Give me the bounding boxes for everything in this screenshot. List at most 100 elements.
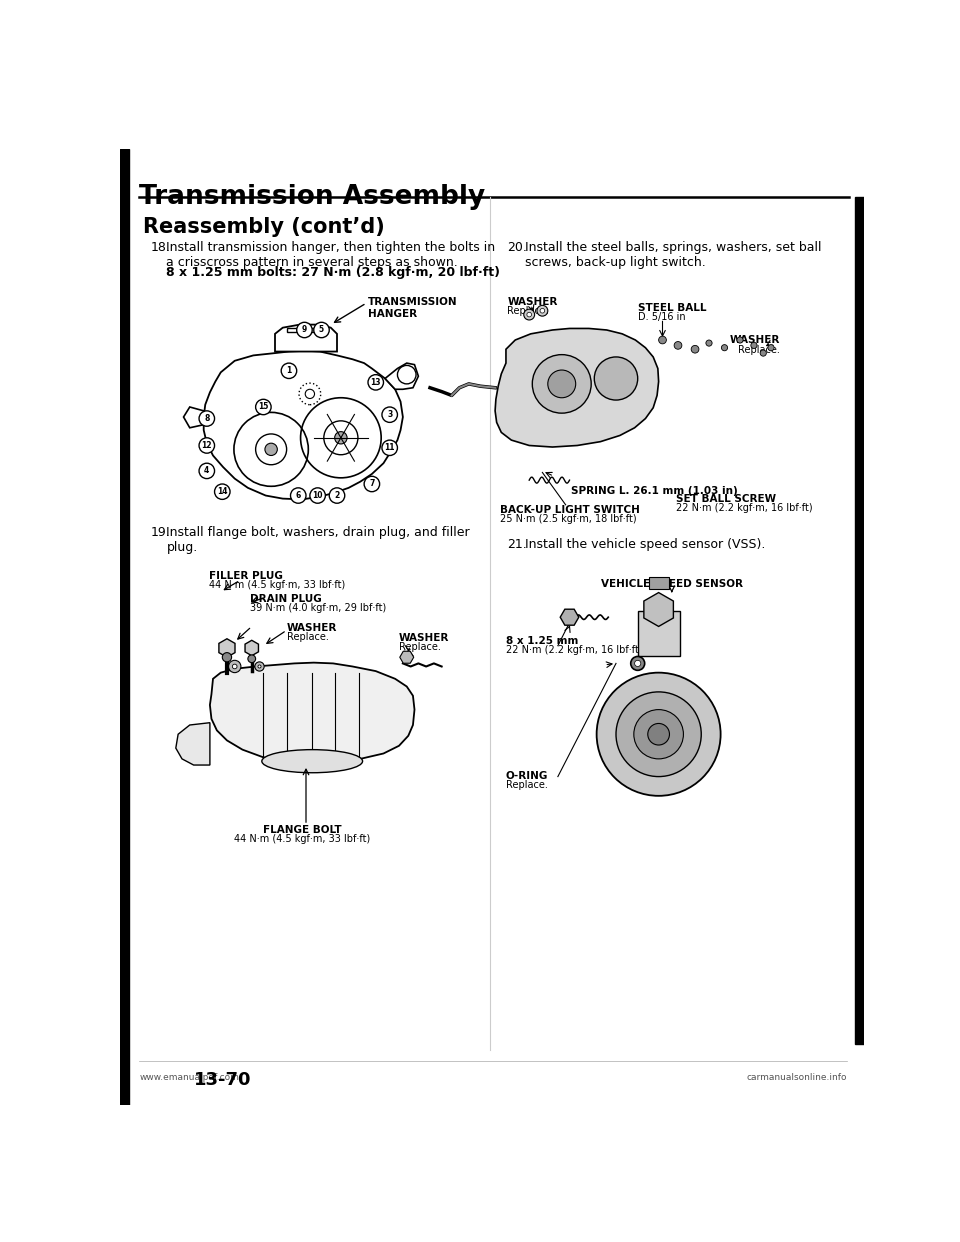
Polygon shape — [495, 328, 659, 447]
Circle shape — [751, 343, 757, 349]
Text: FLANGE BOLT: FLANGE BOLT — [263, 825, 342, 835]
Text: 8 x 1.25 mm bolts: 27 N·m (2.8 kgf·m, 20 lbf·ft): 8 x 1.25 mm bolts: 27 N·m (2.8 kgf·m, 20… — [166, 266, 500, 279]
Text: Install transmission hanger, then tighten the bolts in
a crisscross pattern in s: Install transmission hanger, then tighte… — [166, 241, 495, 270]
Circle shape — [524, 309, 535, 320]
Text: SPRING L. 26.1 mm (1.03 in): SPRING L. 26.1 mm (1.03 in) — [571, 486, 738, 496]
Circle shape — [706, 340, 712, 347]
Circle shape — [648, 723, 669, 745]
Text: 39 N·m (4.0 kgf·m, 29 lbf·ft): 39 N·m (4.0 kgf·m, 29 lbf·ft) — [251, 604, 387, 614]
Circle shape — [548, 370, 576, 397]
Circle shape — [248, 655, 255, 663]
Bar — [287, 328, 324, 333]
Text: O-RING: O-RING — [506, 771, 548, 781]
Circle shape — [214, 484, 230, 499]
Text: D. 5/16 in: D. 5/16 in — [637, 312, 685, 322]
Text: 13-70: 13-70 — [194, 1071, 252, 1089]
Bar — [637, 611, 680, 656]
Text: 25 N·m (2.5 kgf·m, 18 lbf·ft): 25 N·m (2.5 kgf·m, 18 lbf·ft) — [500, 514, 636, 524]
Circle shape — [382, 407, 397, 422]
Circle shape — [265, 443, 277, 456]
Circle shape — [382, 440, 397, 456]
Text: WASHER: WASHER — [287, 622, 337, 632]
Text: 44 N·m (4.5 kgf·m, 33 lbf·ft): 44 N·m (4.5 kgf·m, 33 lbf·ft) — [209, 580, 346, 590]
Circle shape — [258, 664, 261, 668]
Circle shape — [659, 337, 666, 344]
Text: Reassembly (cont’d): Reassembly (cont’d) — [143, 217, 385, 237]
Polygon shape — [210, 663, 415, 764]
Text: Replace.: Replace. — [738, 344, 780, 355]
Text: 13: 13 — [371, 378, 381, 386]
Text: 5: 5 — [319, 325, 324, 334]
Circle shape — [329, 488, 345, 503]
Circle shape — [721, 344, 728, 350]
Circle shape — [335, 432, 348, 443]
Circle shape — [635, 661, 641, 667]
Text: Install the vehicle speed sensor (VSS).: Install the vehicle speed sensor (VSS). — [524, 538, 765, 551]
Text: FILLER PLUG: FILLER PLUG — [209, 571, 283, 581]
Polygon shape — [275, 324, 337, 351]
Circle shape — [760, 350, 766, 356]
Polygon shape — [385, 363, 419, 389]
Text: SET BALL SCREW: SET BALL SCREW — [677, 494, 777, 504]
Circle shape — [228, 661, 241, 673]
Polygon shape — [183, 407, 204, 427]
Text: Transmission Assembly: Transmission Assembly — [139, 184, 486, 210]
Text: TRANSMISSION
HANGER: TRANSMISSION HANGER — [368, 297, 458, 319]
Text: Replace.: Replace. — [508, 306, 549, 317]
Circle shape — [199, 463, 214, 478]
Circle shape — [540, 308, 544, 313]
Text: 9: 9 — [301, 325, 307, 334]
Text: 18.: 18. — [151, 241, 171, 255]
Text: Install flange bolt, washers, drain plug, and filler
plug.: Install flange bolt, washers, drain plug… — [166, 527, 470, 554]
Text: 14: 14 — [217, 487, 228, 497]
Circle shape — [631, 657, 645, 671]
Text: www.emanualpdf.com: www.emanualpdf.com — [139, 1073, 239, 1082]
Circle shape — [232, 664, 237, 668]
Text: 3: 3 — [387, 410, 393, 420]
Text: 44 N·m (4.5 kgf·m, 33 lbf·ft): 44 N·m (4.5 kgf·m, 33 lbf·ft) — [234, 835, 371, 845]
Circle shape — [532, 355, 591, 414]
Circle shape — [537, 306, 548, 317]
Text: 8: 8 — [204, 414, 209, 424]
Bar — [854, 196, 864, 1043]
Circle shape — [314, 322, 329, 338]
Circle shape — [291, 488, 306, 503]
Text: WASHER: WASHER — [508, 297, 558, 307]
Circle shape — [691, 345, 699, 353]
Polygon shape — [176, 723, 210, 765]
Text: Install the steel balls, springs, washers, set ball
screws, back-up light switch: Install the steel balls, springs, washer… — [524, 241, 821, 270]
Text: 7: 7 — [370, 479, 374, 488]
Circle shape — [364, 476, 379, 492]
Circle shape — [199, 437, 214, 453]
Text: carmanualsonline.info: carmanualsonline.info — [747, 1073, 847, 1082]
Text: 8 x 1.25 mm: 8 x 1.25 mm — [506, 636, 578, 646]
Polygon shape — [204, 350, 403, 499]
Text: WASHER: WASHER — [730, 335, 780, 345]
Circle shape — [737, 337, 743, 343]
Bar — [120, 149, 130, 1105]
Text: Replace.: Replace. — [399, 642, 441, 652]
Text: 22 N·m (2.2 kgf·m, 16 lbf·ft): 22 N·m (2.2 kgf·m, 16 lbf·ft) — [677, 503, 813, 513]
Text: 1: 1 — [286, 366, 292, 375]
Circle shape — [768, 344, 774, 350]
Circle shape — [310, 488, 325, 503]
Circle shape — [674, 342, 682, 349]
Circle shape — [527, 312, 532, 317]
Text: 6: 6 — [296, 491, 300, 501]
Text: VEHICLE SPEED SENSOR: VEHICLE SPEED SENSOR — [601, 579, 743, 589]
Circle shape — [297, 322, 312, 338]
Circle shape — [199, 411, 214, 426]
Text: 22 N·m (2.2 kgf·m, 16 lbf·ft): 22 N·m (2.2 kgf·m, 16 lbf·ft) — [506, 645, 642, 655]
Text: WASHER: WASHER — [399, 632, 449, 642]
Circle shape — [368, 375, 383, 390]
Text: 19.: 19. — [151, 527, 171, 539]
Circle shape — [255, 399, 271, 415]
Text: DRAIN PLUG: DRAIN PLUG — [251, 594, 322, 604]
Bar — [649, 578, 669, 590]
Ellipse shape — [262, 750, 363, 773]
Circle shape — [223, 652, 231, 662]
Circle shape — [616, 692, 701, 776]
Text: Replace.: Replace. — [506, 780, 548, 790]
Circle shape — [281, 363, 297, 379]
Circle shape — [254, 662, 264, 671]
